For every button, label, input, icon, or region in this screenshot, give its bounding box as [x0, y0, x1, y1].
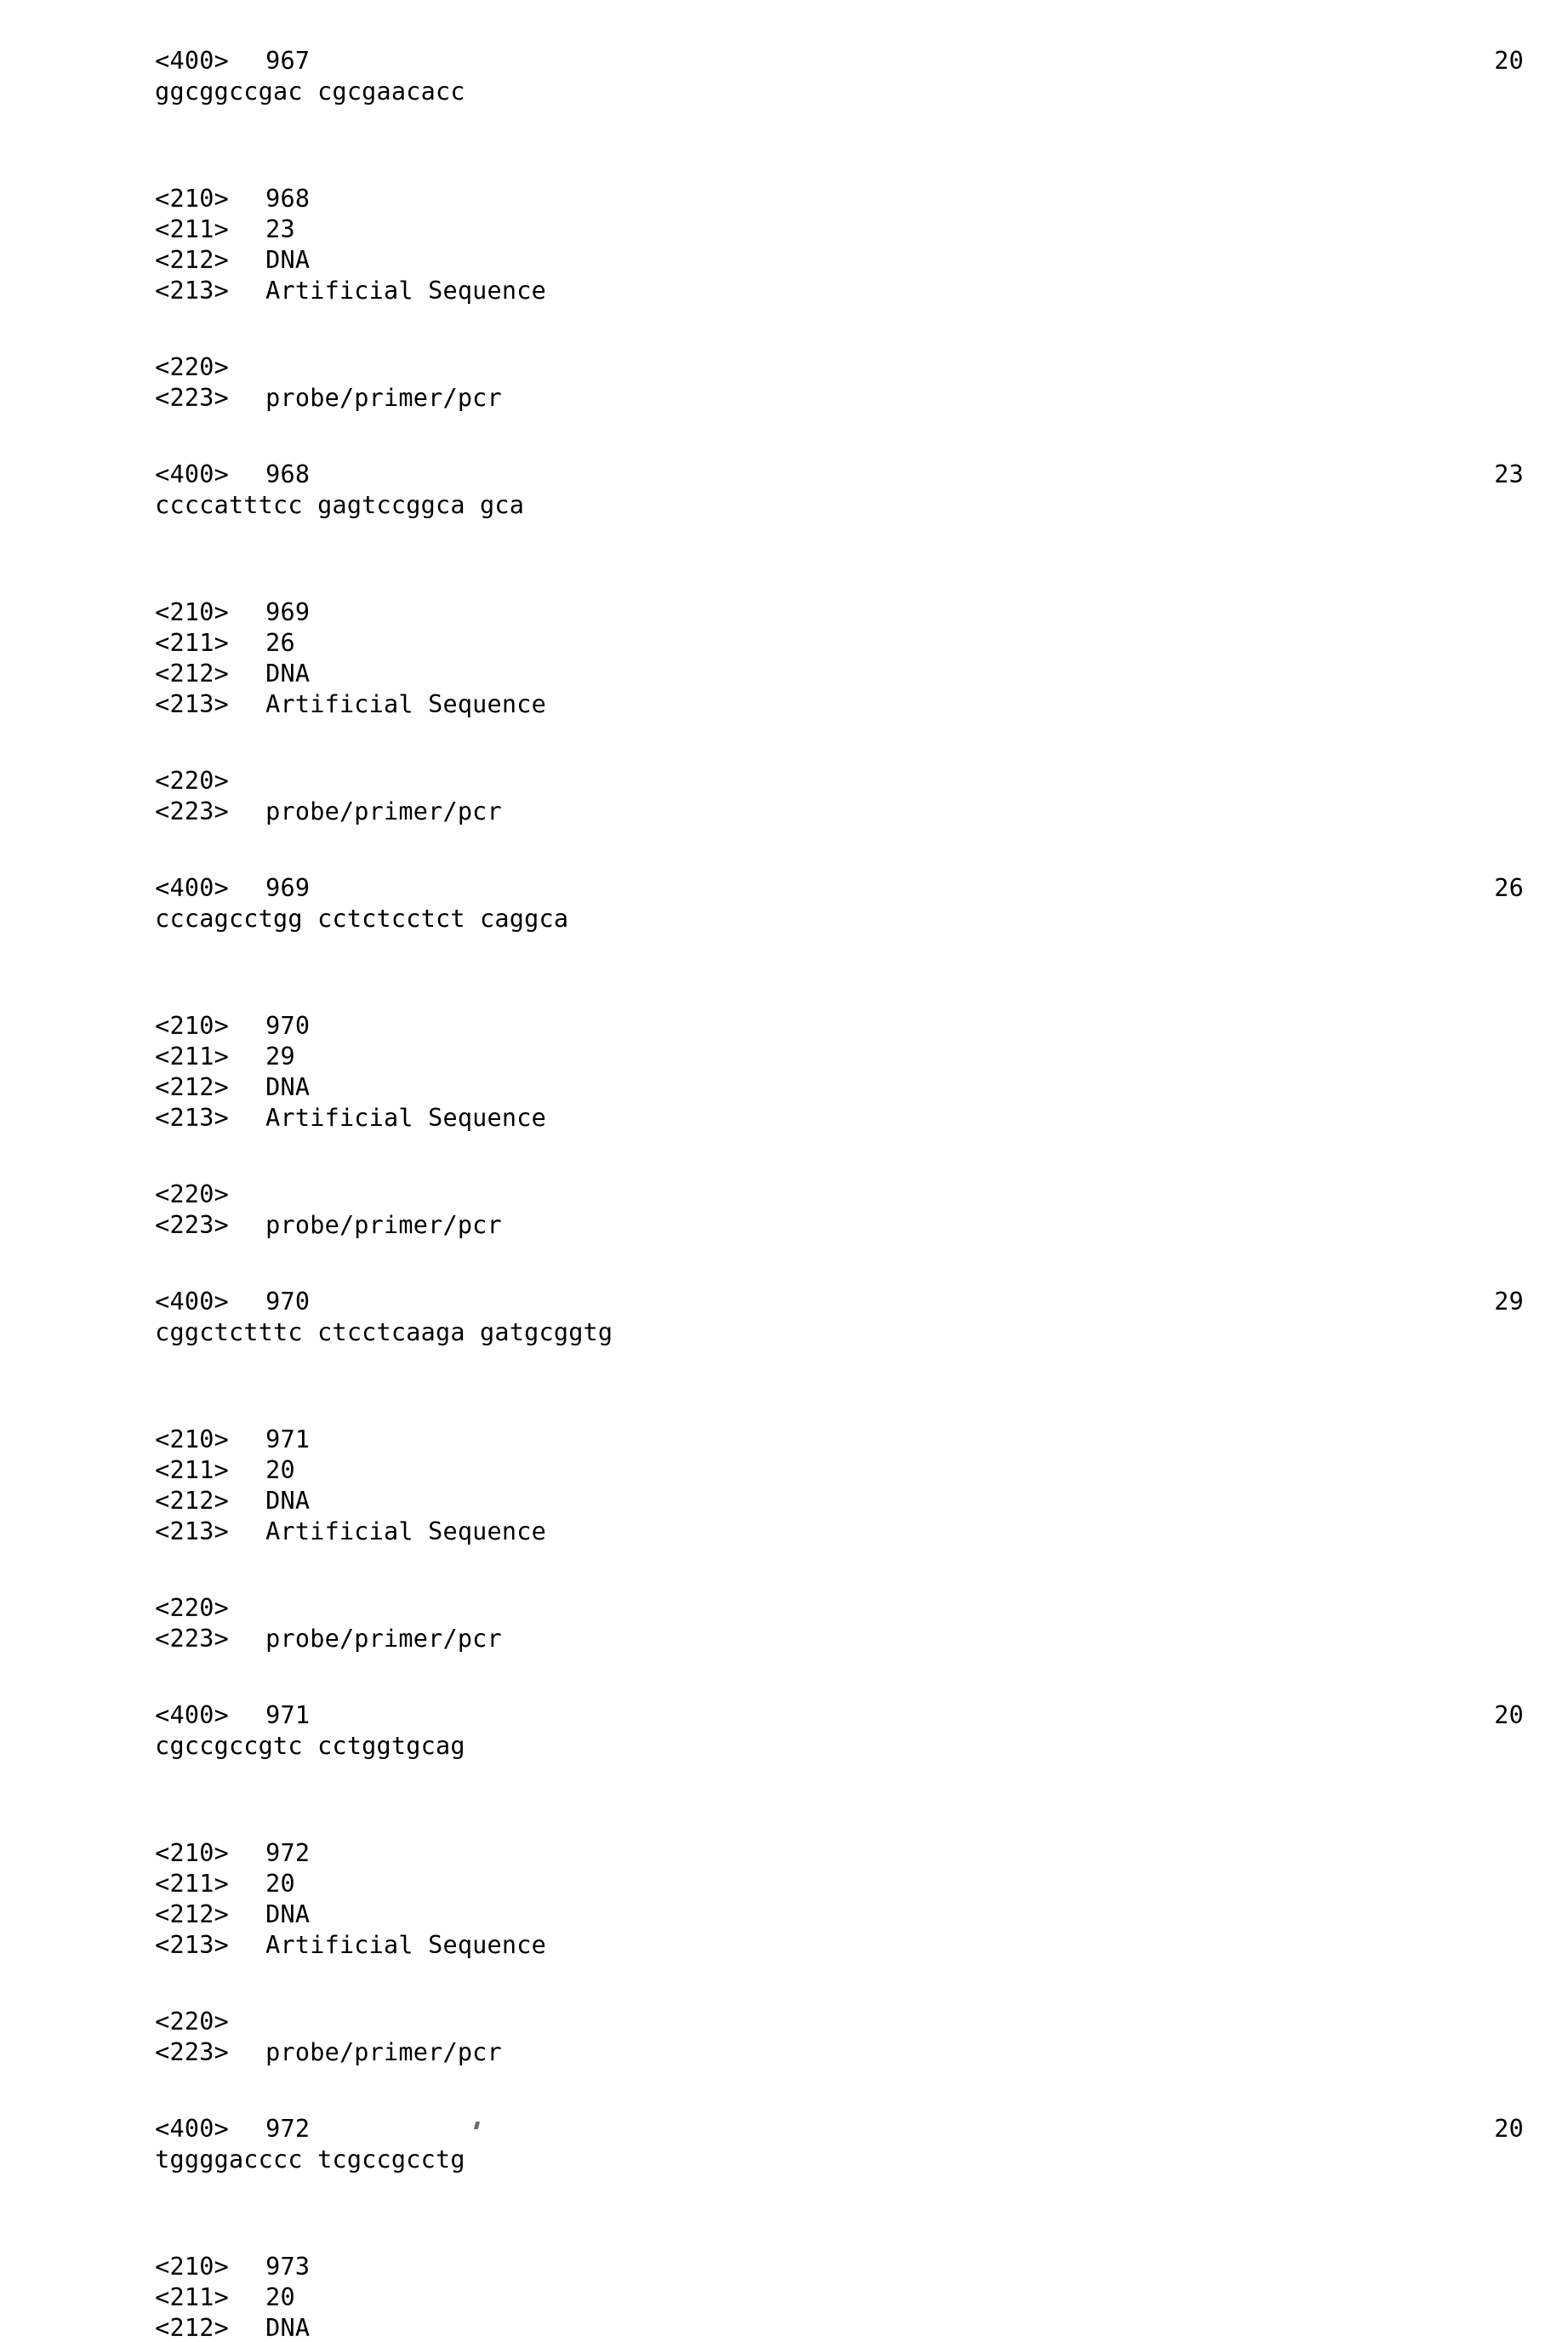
- field-row-220: <220>: [66, 1562, 1524, 1593]
- field-row-220: <220>: [66, 322, 1524, 352]
- field-tag-213: <213>: [155, 689, 265, 720]
- field-row-212: <212>DNA: [66, 1455, 1524, 1486]
- field-row-220: <220>: [66, 735, 1524, 766]
- field-row-211: <211>20: [66, 1425, 1524, 1455]
- sequence-line: tggggacccc tcgccgcctg 20: [66, 2114, 1524, 2145]
- sequence-length-count: 20: [1422, 46, 1524, 77]
- field-row-210: <210>973: [66, 2221, 1524, 2252]
- field-row-220: <220>: [66, 1976, 1524, 2007]
- sequence-id-line: <400>970: [66, 1256, 1524, 1287]
- sequence-residues: ccccatttcc gagtccggca gca: [155, 490, 524, 521]
- page-content: <400>967 ggcggccgac cgcgaacacc 20 <210>9…: [66, 15, 1524, 2342]
- field-row-211: <211>26: [66, 597, 1524, 628]
- sequence-residues: cgccgccgtc cctggtgcag: [155, 1731, 465, 1762]
- sequence-id-line: <400>967: [66, 15, 1524, 46]
- field-row-213: <213>Artificial Sequence: [66, 1486, 1524, 1517]
- field-value-223: probe/primer/pcr: [265, 1624, 502, 1654]
- field-value-213: Artificial Sequence: [265, 1517, 546, 1547]
- sequence-listing-page: <400>967 ggcggccgac cgcgaacacc 20 <210>9…: [0, 0, 1568, 2342]
- field-row-211: <211>20: [66, 1838, 1524, 1869]
- field-row-212: <212>DNA: [66, 2282, 1524, 2313]
- field-tag-223: <223>: [155, 2037, 265, 2068]
- field-value-213: Artificial Sequence: [265, 689, 546, 720]
- field-row-210: <210>970: [66, 980, 1524, 1011]
- field-value-223: probe/primer/pcr: [265, 797, 502, 827]
- scan-artifact-mark: [474, 2122, 480, 2129]
- sequence-line: cgccgccgtc cctggtgcag 20: [66, 1700, 1524, 1731]
- field-value-223: probe/primer/pcr: [265, 1210, 502, 1241]
- sequence-residues: tggggacccc tcgccgcctg: [155, 2145, 465, 2175]
- field-row-212: <212>DNA: [66, 1042, 1524, 1072]
- field-row-213: <213>Artificial Sequence: [66, 659, 1524, 689]
- sequence-residues: ggcggccgac cgcgaacacc: [155, 77, 465, 107]
- field-value-213: Artificial Sequence: [265, 1930, 546, 1961]
- field-value-213: Artificial Sequence: [265, 1103, 546, 1134]
- field-tag-223: <223>: [155, 383, 265, 414]
- sequence-residues: cggctctttc ctcctcaaga gatgcggtg: [155, 1317, 613, 1348]
- sequence-line: cccagcctgg cctctcctct caggca 26: [66, 873, 1524, 904]
- sequence-line: cggctctttc ctcctcaaga gatgcggtg 29: [66, 1287, 1524, 1317]
- field-tag-223: <223>: [155, 797, 265, 827]
- field-tag-213: <213>: [155, 1930, 265, 1961]
- field-value-213: Artificial Sequence: [265, 276, 546, 306]
- sequence-length-count: 20: [1422, 2114, 1524, 2145]
- sequence-id-line: <400>969: [66, 843, 1524, 873]
- sequence-length-count: 29: [1422, 1287, 1524, 1317]
- field-row-213: <213>Artificial Sequence: [66, 1072, 1524, 1103]
- field-row-212: <212>DNA: [66, 628, 1524, 659]
- field-row-213: <213>Artificial Sequence: [66, 245, 1524, 276]
- sequence-line: ggcggccgac cgcgaacacc 20: [66, 46, 1524, 77]
- field-row-223: <223>probe/primer/pcr: [66, 2007, 1524, 2037]
- field-value-223: probe/primer/pcr: [265, 383, 502, 414]
- sequence-id-line: <400>971: [66, 1670, 1524, 1700]
- field-row-210: <210>972: [66, 1808, 1524, 1838]
- field-row-212: <212>DNA: [66, 214, 1524, 245]
- sequence-length-count: 23: [1422, 460, 1524, 490]
- sequence-id-line: <400>968: [66, 429, 1524, 460]
- field-row-210: <210>971: [66, 1394, 1524, 1425]
- sequence-id-line: <400>972: [66, 2083, 1524, 2114]
- field-tag-223: <223>: [155, 1210, 265, 1241]
- field-value-223: probe/primer/pcr: [265, 2037, 502, 2068]
- field-row-223: <223>probe/primer/pcr: [66, 1180, 1524, 1210]
- field-row-211: <211>20: [66, 2252, 1524, 2282]
- field-row-223: <223>probe/primer/pcr: [66, 1593, 1524, 1624]
- field-row-223: <223>probe/primer/pcr: [66, 352, 1524, 383]
- field-row-211: <211>23: [66, 184, 1524, 214]
- field-row-210: <210>968: [66, 153, 1524, 184]
- sequence-length-count: 20: [1422, 1700, 1524, 1731]
- field-row-223: <223>probe/primer/pcr: [66, 766, 1524, 797]
- sequence-residues: cccagcctgg cctctcctct caggca: [155, 904, 568, 934]
- field-tag-223: <223>: [155, 1624, 265, 1654]
- field-row-212: <212>DNA: [66, 1869, 1524, 1899]
- field-row-213: <213>Artificial Sequence: [66, 2313, 1524, 2342]
- sequence-line: ccccatttcc gagtccggca gca 23: [66, 460, 1524, 490]
- field-row-210: <210>969: [66, 567, 1524, 597]
- field-row-211: <211>29: [66, 1011, 1524, 1042]
- field-tag-213: <213>: [155, 276, 265, 306]
- field-tag-213: <213>: [155, 1517, 265, 1547]
- field-row-220: <220>: [66, 1149, 1524, 1180]
- field-row-213: <213>Artificial Sequence: [66, 1899, 1524, 1930]
- field-tag-213: <213>: [155, 1103, 265, 1134]
- sequence-length-count: 26: [1422, 873, 1524, 904]
